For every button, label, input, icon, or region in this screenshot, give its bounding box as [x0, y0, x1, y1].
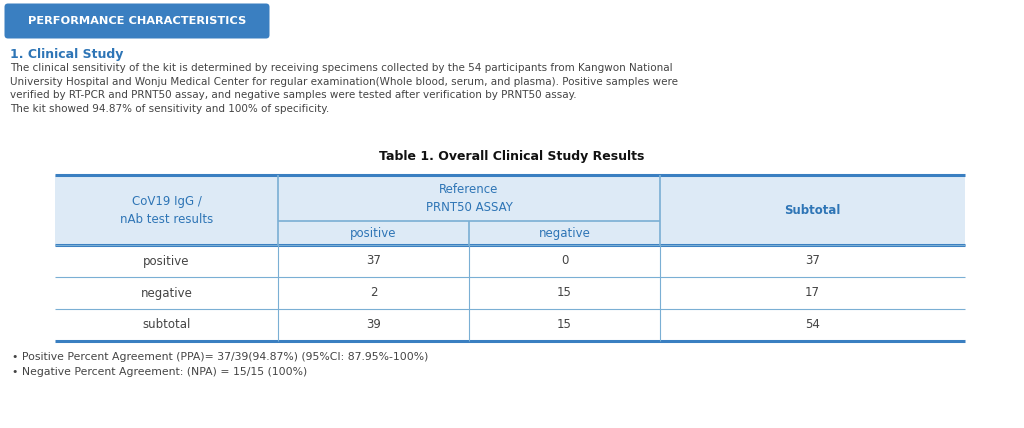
Text: 2: 2 — [370, 286, 377, 300]
FancyBboxPatch shape — [55, 309, 965, 341]
FancyBboxPatch shape — [55, 175, 965, 245]
Text: positive: positive — [143, 255, 189, 268]
Text: 1. Clinical Study: 1. Clinical Study — [10, 48, 123, 61]
Text: verified by RT-PCR and PRNT50 assay, and negative samples were tested after veri: verified by RT-PCR and PRNT50 assay, and… — [10, 90, 577, 100]
Text: Reference
PRNT50 ASSAY: Reference PRNT50 ASSAY — [426, 182, 512, 214]
Text: • Positive Percent Agreement (PPA)= 37/39(94.87%) (95%CI: 87.95%-100%): • Positive Percent Agreement (PPA)= 37/3… — [12, 352, 428, 362]
Text: 37: 37 — [366, 255, 381, 268]
Text: positive: positive — [350, 226, 396, 240]
Text: negative: negative — [140, 286, 193, 300]
Text: Subtotal: Subtotal — [784, 203, 841, 217]
Text: PERFORMANCE CHARACTERISTICS: PERFORMANCE CHARACTERISTICS — [28, 16, 246, 26]
FancyBboxPatch shape — [4, 3, 269, 39]
Text: The clinical sensitivity of the kit is determined by receiving specimens collect: The clinical sensitivity of the kit is d… — [10, 63, 673, 73]
Text: 37: 37 — [805, 255, 820, 268]
Text: 15: 15 — [557, 318, 572, 332]
FancyBboxPatch shape — [55, 245, 965, 277]
Text: The kit showed 94.87% of sensitivity and 100% of specificity.: The kit showed 94.87% of sensitivity and… — [10, 104, 330, 113]
Text: Table 1. Overall Clinical Study Results: Table 1. Overall Clinical Study Results — [379, 150, 645, 163]
Text: 54: 54 — [805, 318, 820, 332]
Text: University Hospital and Wonju Medical Center for regular examination(Whole blood: University Hospital and Wonju Medical Ce… — [10, 77, 678, 86]
Text: 15: 15 — [557, 286, 572, 300]
Text: subtotal: subtotal — [142, 318, 190, 332]
Text: • Negative Percent Agreement: (NPA) = 15/15 (100%): • Negative Percent Agreement: (NPA) = 15… — [12, 367, 307, 377]
Text: 17: 17 — [805, 286, 820, 300]
FancyBboxPatch shape — [55, 277, 965, 309]
Text: 39: 39 — [366, 318, 381, 332]
Text: negative: negative — [539, 226, 591, 240]
Text: 0: 0 — [561, 255, 568, 268]
Text: CoV19 IgG /
nAb test results: CoV19 IgG / nAb test results — [120, 194, 213, 226]
